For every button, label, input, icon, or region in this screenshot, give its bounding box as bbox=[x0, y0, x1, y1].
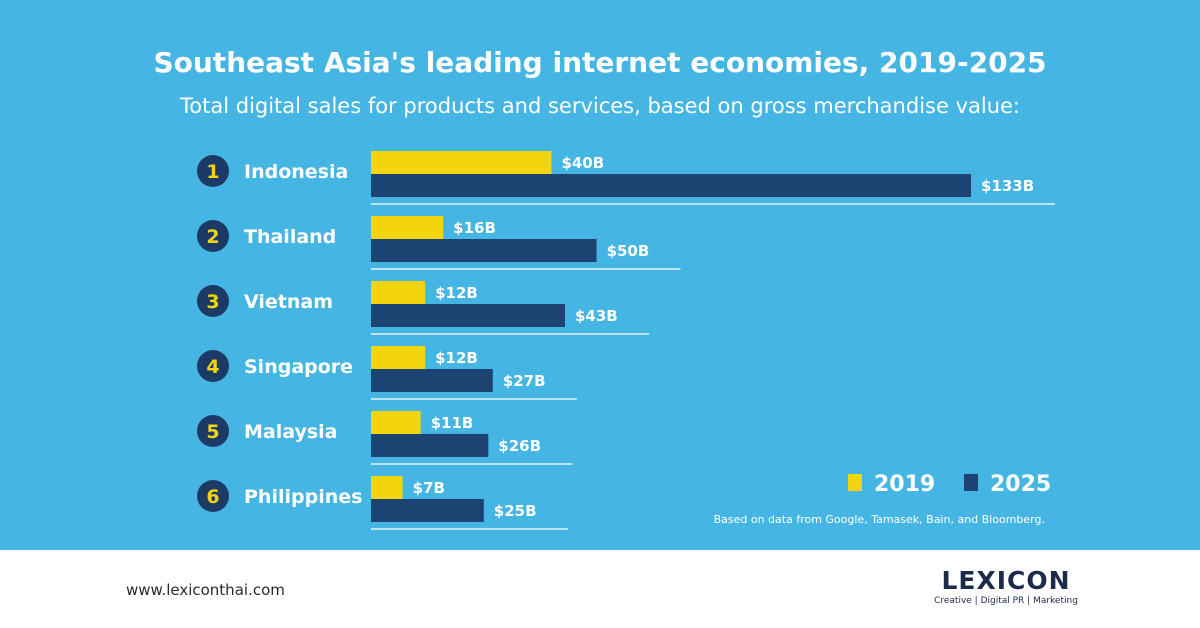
category-label: Singapore bbox=[244, 356, 353, 378]
data-label-2019: $11B bbox=[431, 414, 474, 432]
bar-2025 bbox=[371, 304, 565, 327]
rank-badge bbox=[197, 350, 229, 382]
chart-title: Southeast Asia's leading internet econom… bbox=[153, 46, 1047, 79]
rank-badge bbox=[197, 480, 229, 512]
data-label-2025: $26B bbox=[498, 437, 541, 455]
category-label: Thailand bbox=[244, 226, 336, 248]
lexicon-logo: LEXICON Creative | Digital PR | Marketin… bbox=[933, 566, 1079, 606]
data-label-2025: $27B bbox=[503, 372, 546, 390]
bar-2019 bbox=[371, 216, 444, 239]
chart-panel bbox=[0, 0, 1200, 550]
chart-subtitle: Total digital sales for products and ser… bbox=[180, 94, 1020, 118]
data-label-2025: $43B bbox=[575, 307, 618, 325]
source-note: Based on data from Google, Tamasek, Bain… bbox=[714, 513, 1045, 526]
bar-2019 bbox=[371, 281, 426, 304]
data-label-2019: $40B bbox=[561, 154, 604, 172]
bar-2019 bbox=[371, 476, 403, 499]
website-link[interactable]: www.lexiconthai.com bbox=[126, 581, 285, 599]
data-label-2019: $16B bbox=[453, 219, 496, 237]
logo-wordmark: LEXICON bbox=[941, 566, 1071, 595]
rank-number: 6 bbox=[206, 486, 219, 508]
logo-tagline: Creative | Digital PR | Marketing bbox=[934, 596, 1078, 606]
bar-2025 bbox=[371, 499, 484, 522]
bar-2025 bbox=[371, 434, 489, 457]
bar-chart: 1 Indonesia $40B $133B 2 Thailand $16B $50B 3 Vie… bbox=[197, 151, 1055, 530]
rank-number: 4 bbox=[206, 356, 219, 378]
rank-number: 1 bbox=[206, 161, 219, 183]
rank-number: 2 bbox=[206, 226, 219, 248]
category-label: Philippines bbox=[244, 486, 362, 508]
bar-2019 bbox=[371, 346, 426, 369]
data-label-2025: $133B bbox=[981, 177, 1034, 195]
legend-swatch-2025 bbox=[964, 474, 978, 491]
data-label-2025: $25B bbox=[494, 502, 537, 520]
category-label: Indonesia bbox=[244, 161, 348, 183]
bar-2019 bbox=[371, 151, 552, 174]
data-label-2019: $12B bbox=[435, 349, 478, 367]
bar-2019 bbox=[371, 411, 421, 434]
data-label-2025: $50B bbox=[607, 242, 650, 260]
legend-label-2019: 2019 bbox=[874, 472, 935, 497]
bar-2025 bbox=[371, 369, 493, 392]
data-label-2019: $12B bbox=[435, 284, 478, 302]
data-label-2019: $7B bbox=[413, 479, 445, 497]
rank-badge bbox=[197, 285, 229, 317]
rank-badge bbox=[197, 220, 229, 252]
rank-badge bbox=[197, 415, 229, 447]
rank-badge bbox=[197, 155, 229, 187]
legend-label-2025: 2025 bbox=[990, 472, 1051, 497]
legend-swatch-2019 bbox=[848, 474, 862, 491]
bar-2025 bbox=[371, 174, 971, 197]
category-label: Vietnam bbox=[244, 291, 333, 313]
rank-number: 3 bbox=[206, 291, 219, 313]
rank-number: 5 bbox=[206, 421, 219, 443]
bar-2025 bbox=[371, 239, 597, 262]
category-label: Malaysia bbox=[244, 421, 338, 443]
